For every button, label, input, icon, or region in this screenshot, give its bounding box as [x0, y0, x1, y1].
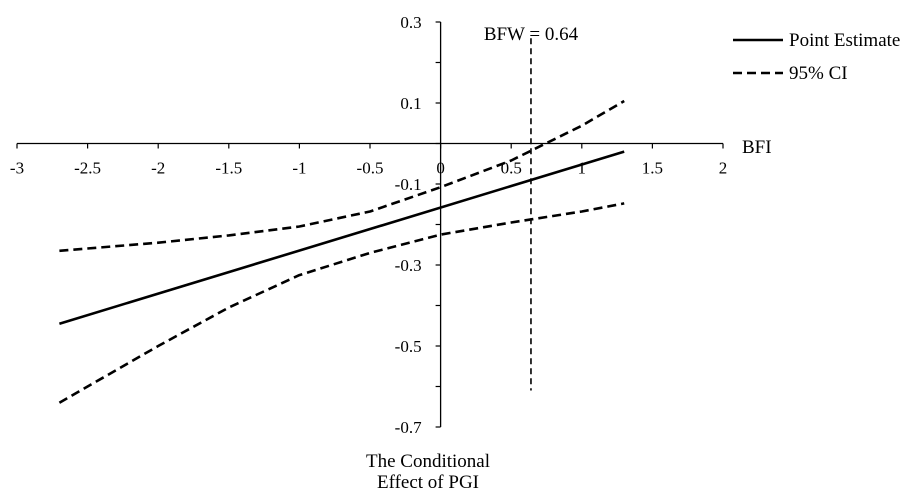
- x-axis-title: BFI: [742, 137, 772, 158]
- x-tick-label: -0.5: [357, 159, 384, 178]
- x-tick-label: -3: [10, 159, 24, 178]
- series-ci-upper: [59, 99, 625, 253]
- x-tick-label: 1.5: [642, 159, 663, 178]
- y-tick-label: 0.1: [400, 94, 421, 113]
- x-tick-label: 0: [436, 159, 445, 178]
- series-ci-lower: [58, 202, 625, 404]
- axes: BFI The Conditional Effect of PGI -3 -2.5…: [10, 13, 772, 491]
- y-axis-title-line-2: Effect of PGI: [377, 472, 479, 491]
- legend: Point Estimate 95% CI: [733, 30, 900, 84]
- x-tick-label: -2: [151, 159, 165, 178]
- series-point-estimate: [59, 150, 625, 325]
- y-axis-title-line-1: The Conditional: [366, 451, 490, 472]
- plot-area: BFW = 0.64: [58, 24, 625, 404]
- legend-label-95-ci: 95% CI: [789, 63, 848, 84]
- y-tick-label: -0.3: [395, 256, 422, 275]
- x-tick-label: 0.5: [501, 159, 522, 178]
- x-tick-label: 2: [719, 159, 728, 178]
- legend-label-point-estimate: Point Estimate: [789, 30, 900, 51]
- y-tick-label: 0.3: [400, 13, 421, 32]
- y-tick-label: -0.1: [395, 175, 422, 194]
- x-tick-label: -1.5: [215, 159, 242, 178]
- reference-line-label: BFW = 0.64: [484, 24, 579, 45]
- x-tick-label: -1: [292, 159, 306, 178]
- x-tick-label: -2.5: [74, 159, 101, 178]
- y-tick-label: -0.7: [395, 418, 422, 437]
- y-tick-label: -0.5: [395, 337, 422, 356]
- x-tick-label: 1: [578, 159, 587, 178]
